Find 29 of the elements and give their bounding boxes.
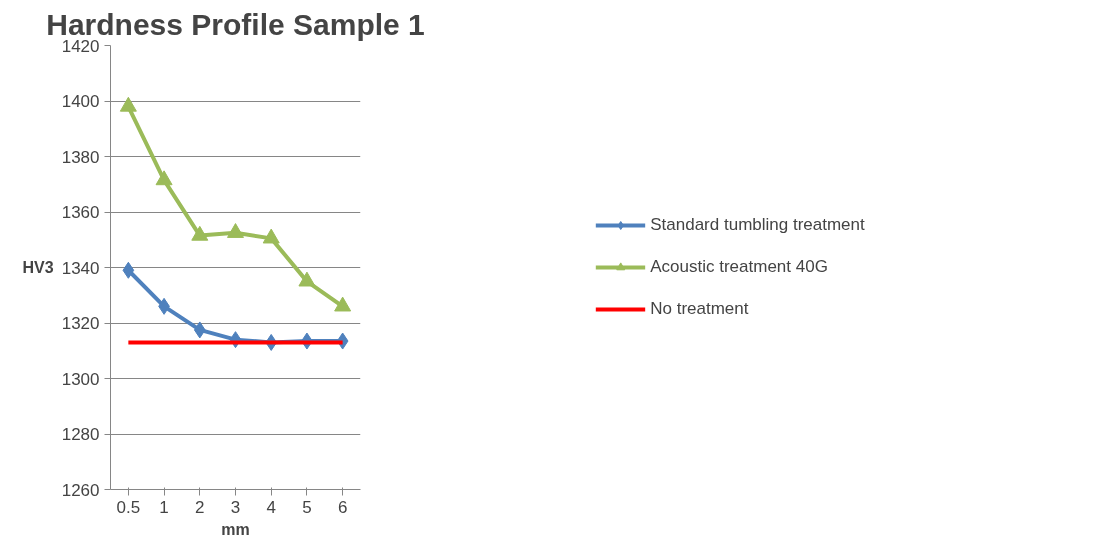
x-tick-label: 2 — [195, 497, 205, 517]
x-tick-label: 0.5 — [116, 497, 141, 517]
y-tick-label: 1340 — [61, 258, 100, 278]
y-tick-label: 1300 — [61, 369, 100, 389]
x-tick-label: 5 — [302, 497, 312, 517]
y-tick-label: 1320 — [61, 314, 100, 333]
point — [193, 321, 206, 339]
point — [334, 296, 352, 312]
point — [191, 225, 209, 241]
y-tick-label: 1280 — [61, 425, 100, 444]
x-tick-label: 4 — [266, 497, 276, 517]
y-tick-label: 1380 — [61, 147, 100, 167]
legend-label: No treatment — [650, 299, 749, 319]
x-tick-label: 6 — [337, 497, 348, 517]
point — [262, 228, 280, 244]
point — [155, 170, 173, 186]
point — [227, 223, 244, 238]
legend-label: Standard tumbling treatment — [650, 215, 865, 235]
point — [122, 261, 135, 279]
x-axis-title: mm — [221, 520, 250, 538]
y-axis-title: HV3 — [22, 259, 54, 276]
x-tick-label: 3 — [230, 497, 241, 517]
legend-label: Acoustic treatment 40G — [650, 257, 828, 277]
point — [298, 271, 316, 287]
y-tick-label: 1400 — [61, 92, 100, 111]
y-tick-label: 1260 — [61, 480, 100, 500]
point — [119, 96, 137, 112]
y-tick-label: 1360 — [61, 203, 100, 222]
x-tick-label: 1 — [159, 497, 169, 517]
